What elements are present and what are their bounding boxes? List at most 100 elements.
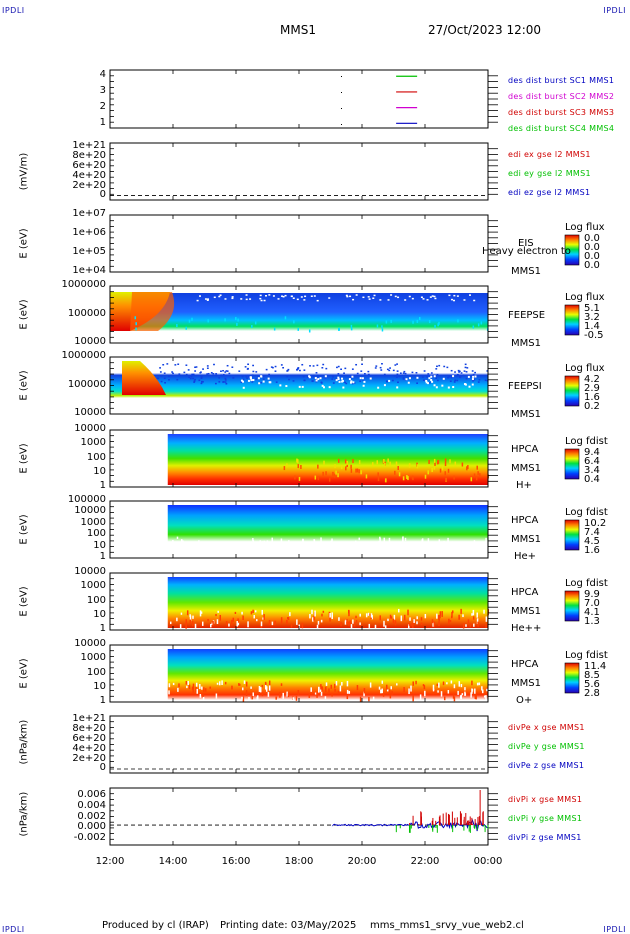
instrument-label: HPCA (511, 659, 538, 670)
feepsi-speckle (207, 365, 209, 367)
hpca-speckle (339, 551, 341, 556)
hpca-speckle (444, 545, 446, 547)
feepse-speckle (417, 320, 419, 323)
feepsi-speckle (380, 367, 382, 369)
instrument-label: FEEPSE (508, 310, 545, 321)
feepsi-gap (428, 377, 430, 379)
hpca-speckle (438, 618, 440, 621)
y-tick-label: 1000000 (40, 350, 106, 361)
feepsi-speckle (168, 379, 170, 381)
hpca-speckle (196, 683, 198, 687)
hpca-speckle (418, 546, 420, 551)
feepsi-speckle (454, 381, 456, 383)
hpca-speckle (329, 613, 331, 618)
hpca-speckle (471, 547, 473, 551)
hpca-speckle (407, 543, 409, 548)
feepsi-speckle (435, 368, 437, 370)
hpca-speckle (281, 683, 283, 686)
feepsi-speckle (268, 374, 270, 376)
hpca-speckle (447, 538, 449, 543)
feepsi-speckle (397, 370, 399, 372)
y-tick-label: 100 (40, 595, 106, 606)
hpca-speckle (177, 688, 179, 692)
hpca-speckle (309, 694, 311, 698)
hpca-speckle (359, 538, 361, 540)
hpca-speckle (321, 692, 323, 696)
hpca-speckle (473, 616, 475, 619)
feepsi-speckle (293, 380, 295, 382)
hpca-speckle (262, 541, 264, 543)
hpca-speckle (476, 613, 478, 618)
y-tick-label: 2 (40, 101, 106, 112)
feepse-speckle (135, 322, 137, 325)
hpca-speckle (330, 541, 332, 544)
feepsi-gap (248, 380, 250, 382)
feepsi-speckle (386, 381, 388, 383)
colorbar-title: Log fdist (565, 507, 608, 518)
hpca-speckle (474, 473, 476, 477)
hpca-speckle (403, 476, 405, 480)
footer-produced: Produced by cl (IRAP) (102, 920, 209, 931)
hpca-speckle (445, 462, 447, 466)
feepsi-gap (325, 375, 327, 377)
feepsi-gap (452, 375, 454, 377)
hpca-speckle (193, 550, 195, 552)
hpca-speckle (485, 538, 487, 542)
feepsi-speckle (207, 367, 209, 369)
hpca-speckle (187, 610, 189, 615)
hpca-speckle (476, 544, 478, 547)
feepsi-speckle (466, 378, 468, 380)
hpca-speckle (439, 615, 441, 618)
feepsi-speckle (338, 366, 340, 368)
hpca-speckle (445, 551, 447, 554)
hpca-speckle (183, 548, 185, 550)
feepse-gap (451, 299, 453, 301)
hpca-speckle (425, 614, 427, 618)
hpca-speckle (404, 545, 406, 549)
feepsi-speckle (396, 376, 398, 378)
feepsi-speckle (297, 367, 299, 369)
feepsi-speckle (485, 379, 487, 381)
hpca-speckle (386, 685, 388, 690)
hpca-speckle (318, 687, 320, 693)
feepsi-speckle (157, 378, 159, 380)
hpca-speckle (390, 686, 392, 689)
hpca-speckle (455, 462, 457, 466)
y-tick-label: 10000 (40, 336, 106, 347)
panel-frame (110, 788, 488, 845)
feepsi-speckle (287, 370, 289, 372)
feepse-speckle (434, 325, 436, 328)
hpca-speckle (458, 615, 460, 620)
y-tick-label: 100000 (40, 308, 106, 319)
hpca-speckle (217, 683, 219, 685)
hpca-speckle (316, 692, 318, 697)
hpca-speckle (253, 615, 255, 618)
hpca-speckle (453, 476, 455, 480)
feepse-gap (453, 300, 455, 302)
hpca-speckle (323, 461, 325, 465)
feepsi-speckle (263, 376, 265, 378)
hpca-speckle (266, 550, 268, 554)
hpca-speckle (390, 695, 392, 699)
feepsi-speckle (416, 382, 418, 384)
feepsi-speckle (394, 375, 396, 377)
feepse-speckle (176, 324, 178, 327)
hpca-speckle (443, 682, 445, 686)
hpca-speckle (409, 617, 411, 620)
feepsi-gap (468, 376, 470, 378)
hpca-speckle (452, 610, 454, 613)
burst-dot (341, 108, 342, 109)
feepsi-speckle (359, 381, 361, 383)
y-tick-label: 1000 (40, 580, 106, 591)
hpca-speckle (170, 622, 172, 624)
feepsi-speckle (381, 363, 383, 365)
hpca-speckle (421, 623, 423, 626)
feepsi-speckle (416, 372, 418, 374)
hpca-speckle (322, 472, 324, 476)
hpca-speckle (237, 542, 239, 547)
hpca-speckle (360, 697, 362, 702)
colorbar (565, 305, 579, 335)
legend-entry: divPi z gse MMS1 (508, 833, 582, 842)
feepsi-speckle (188, 376, 190, 378)
hpca-speckle (281, 539, 283, 544)
